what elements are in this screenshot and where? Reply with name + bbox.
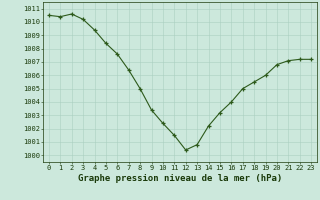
X-axis label: Graphe pression niveau de la mer (hPa): Graphe pression niveau de la mer (hPa) [78, 174, 282, 183]
